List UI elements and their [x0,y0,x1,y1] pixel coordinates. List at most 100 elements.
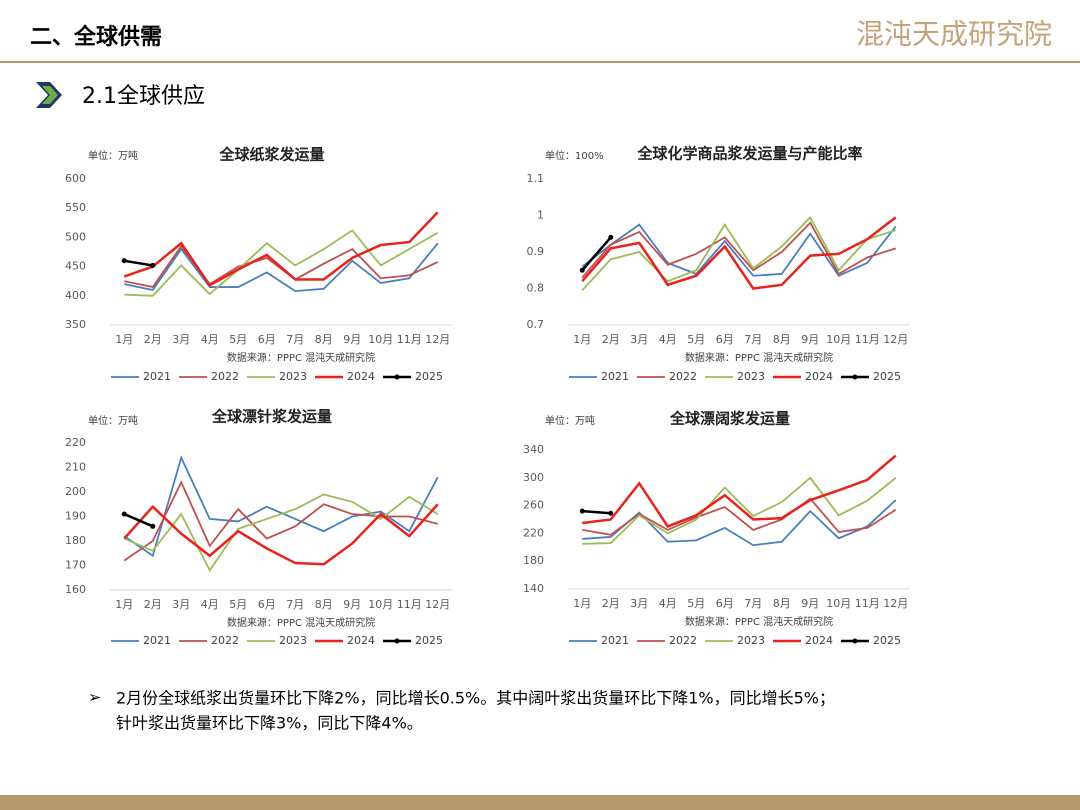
x-tick-label: 9月 [801,597,819,610]
legend-marker [852,374,858,380]
bullet: ➢ [88,688,101,707]
x-tick-label: 8月 [773,333,791,346]
y-tick-label: 220 [65,436,86,449]
y-tick-label: 190 [65,510,86,523]
x-tick-label: 2月 [144,598,162,611]
x-tick-label: 2月 [144,333,162,346]
logo: 混沌天成研究院 [856,18,1052,51]
legend-label: 2025 [873,370,901,383]
x-tick-label: 4月 [201,333,219,346]
summary-line: 2月份全球纸浆出货量环比下降2%，同比增长0.5%。其中阔叶浆出货量环比下降1%… [116,689,835,708]
x-tick-label: 4月 [659,333,677,346]
y-tick-label: 500 [65,230,86,243]
series-line [581,216,897,290]
legend-label: 2025 [415,634,443,647]
legend-label: 2024 [347,634,375,647]
x-tick-label: 9月 [343,333,361,346]
legend-label: 2025 [415,370,443,383]
section-arrow-inner [42,86,58,104]
series-line [123,455,439,558]
x-tick-label: 5月 [687,333,705,346]
series-marker [150,523,156,529]
y-tick-label: 160 [65,583,86,596]
legend-label: 2024 [805,634,833,647]
unit-label: 单位：万吨 [88,414,138,427]
series-line [582,497,897,536]
y-tick-label: 550 [65,201,86,214]
legend-label: 2023 [737,634,765,647]
legend-label: 2023 [279,634,307,647]
x-tick-label: 6月 [716,333,734,346]
source: 数据来源：PPPC 混沌天成研究院 [227,351,375,364]
y-tick-label: 400 [65,289,86,302]
legend-label: 2022 [669,370,697,383]
y-tick-label: 220 [523,526,544,539]
legend-marker [394,374,400,380]
legend-label: 2021 [601,370,629,383]
x-tick-label: 7月 [286,333,304,346]
x-tick-label: 1月 [115,598,133,611]
section-arrow [36,82,62,108]
x-tick-label: 1月 [573,333,591,346]
legend-marker [852,638,858,644]
footer-band [0,795,1080,810]
x-tick-label: 11月 [855,597,880,610]
x-tick-label: 7月 [286,598,304,611]
y-tick-label: 1 [537,209,544,222]
x-tick-label: 3月 [630,597,648,610]
legend-label: 2022 [211,634,239,647]
x-tick-label: 11月 [855,333,880,346]
x-tick-label: 5月 [229,333,247,346]
y-tick-label: 450 [65,260,86,273]
summary-line: 针叶浆出货量环比下降3%，同比下降4%。 [116,714,423,733]
x-tick-label: 9月 [343,598,361,611]
x-tick-label: 4月 [659,597,677,610]
x-tick-label: 10月 [368,598,393,611]
legend-label: 2023 [737,370,765,383]
chart-title: 全球化学商品浆发运量与产能比率 [636,145,862,163]
x-tick-label: 2月 [602,597,620,610]
series-line [123,512,154,528]
series-marker [608,510,614,516]
x-tick-label: 6月 [258,598,276,611]
x-tick-label: 3月 [630,333,648,346]
x-tick-label: 8月 [773,597,791,610]
source: 数据来源：PPPC 混沌天成研究院 [685,615,833,628]
y-tick-label: 200 [65,485,86,498]
y-tick-label: 180 [65,534,86,547]
series-marker [121,511,127,517]
legend-label: 2022 [669,634,697,647]
legend-label: 2024 [805,370,833,383]
series-line [582,454,897,528]
legend-label: 2021 [601,634,629,647]
header-title: 二、全球供需 [30,24,162,50]
x-tick-label: 5月 [687,597,705,610]
y-tick-label: 210 [65,461,86,474]
y-tick-label: 300 [523,471,544,484]
x-tick-label: 4月 [201,598,219,611]
y-tick-label: 0.8 [527,282,545,295]
series-marker [579,508,585,514]
y-tick-label: 0.9 [527,245,545,258]
x-tick-label: 12月 [883,597,908,610]
y-tick-label: 1.1 [527,172,545,185]
x-tick-label: 12月 [883,333,908,346]
series-line [123,503,439,566]
chart-title: 全球纸浆发运量 [218,146,324,164]
x-tick-label: 1月 [115,333,133,346]
y-tick-label: 0.7 [527,318,545,331]
series-line [124,242,439,293]
chart-title: 全球漂阔浆发运量 [669,410,790,428]
y-tick-label: 340 [523,443,544,456]
y-tick-label: 180 [523,554,544,567]
x-tick-label: 9月 [801,333,819,346]
legend-label: 2024 [347,370,375,383]
x-tick-label: 10月 [826,333,851,346]
series-line [581,236,612,272]
series-line [124,259,153,267]
legend-label: 2023 [279,370,307,383]
series-line [123,211,439,287]
series-line [582,509,611,515]
series-line [124,229,439,297]
x-tick-label: 10月 [826,597,851,610]
